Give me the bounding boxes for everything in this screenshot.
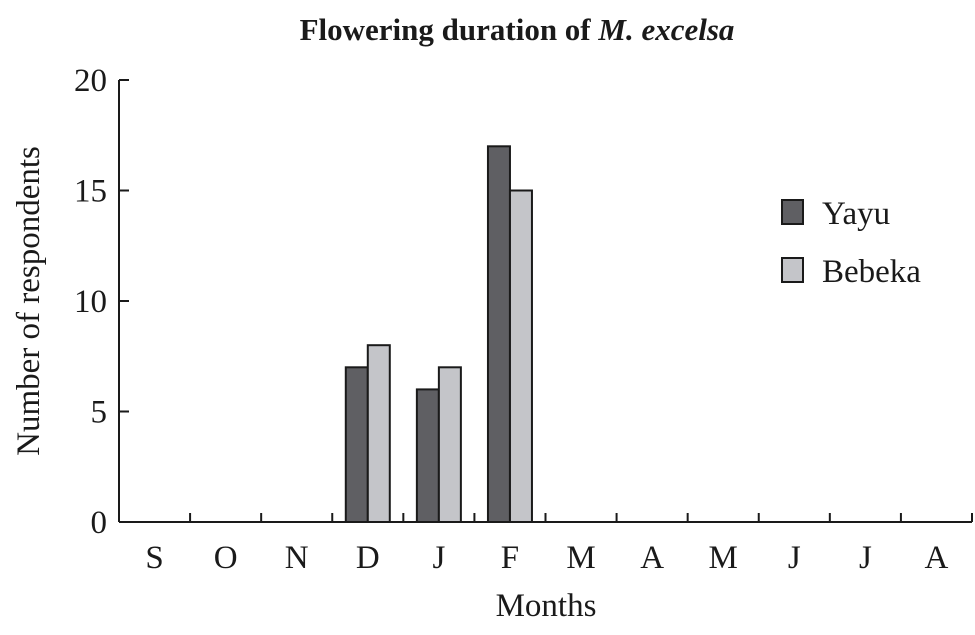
legend-label-bebeka: Bebeka [822, 254, 921, 290]
chart-title-species: M. excelsa [597, 12, 734, 47]
bar-yayu-d [344, 366, 369, 523]
y-tick-label: 5 [91, 395, 108, 431]
bar-yayu-j [415, 388, 440, 523]
chart-title: Flowering duration of M. excelsa [300, 12, 735, 47]
x-tick-label: S [145, 540, 163, 576]
legend-swatch-yayu [781, 199, 804, 225]
x-tick-label: N [285, 540, 309, 576]
axes [118, 79, 973, 523]
bars [344, 145, 533, 524]
x-tick-label: J [432, 540, 445, 576]
legend: Yayu Bebeka [781, 196, 921, 290]
y-tick-label: 0 [91, 505, 108, 541]
y-tick-label: 10 [74, 284, 107, 320]
bar-yayu-f [486, 145, 511, 524]
y-tick-label: 20 [74, 63, 107, 99]
x-tick-label: F [501, 540, 519, 576]
x-tick-label: J [859, 540, 872, 576]
legend-swatch-bebeka [781, 257, 804, 283]
x-tick-label: O [214, 540, 238, 576]
x-tick-label: M [709, 540, 738, 576]
x-tick-label: J [788, 540, 801, 576]
legend-label-yayu: Yayu [822, 196, 890, 232]
bar-bebeka-j [437, 366, 462, 523]
y-tick-labels: 0 5 10 15 20 [74, 63, 107, 541]
x-tick-label: M [566, 540, 595, 576]
y-tick-label: 15 [74, 174, 107, 210]
x-tick-label: D [356, 540, 380, 576]
x-tick-label: A [640, 540, 664, 576]
x-tick-label: A [925, 540, 949, 576]
chart-title-main: Flowering duration of [300, 12, 592, 47]
bar-bebeka-d [366, 344, 391, 524]
x-axis-label: Months [496, 588, 597, 624]
y-axis-label: Number of respondents [11, 146, 47, 456]
bar-bebeka-f [508, 189, 533, 523]
